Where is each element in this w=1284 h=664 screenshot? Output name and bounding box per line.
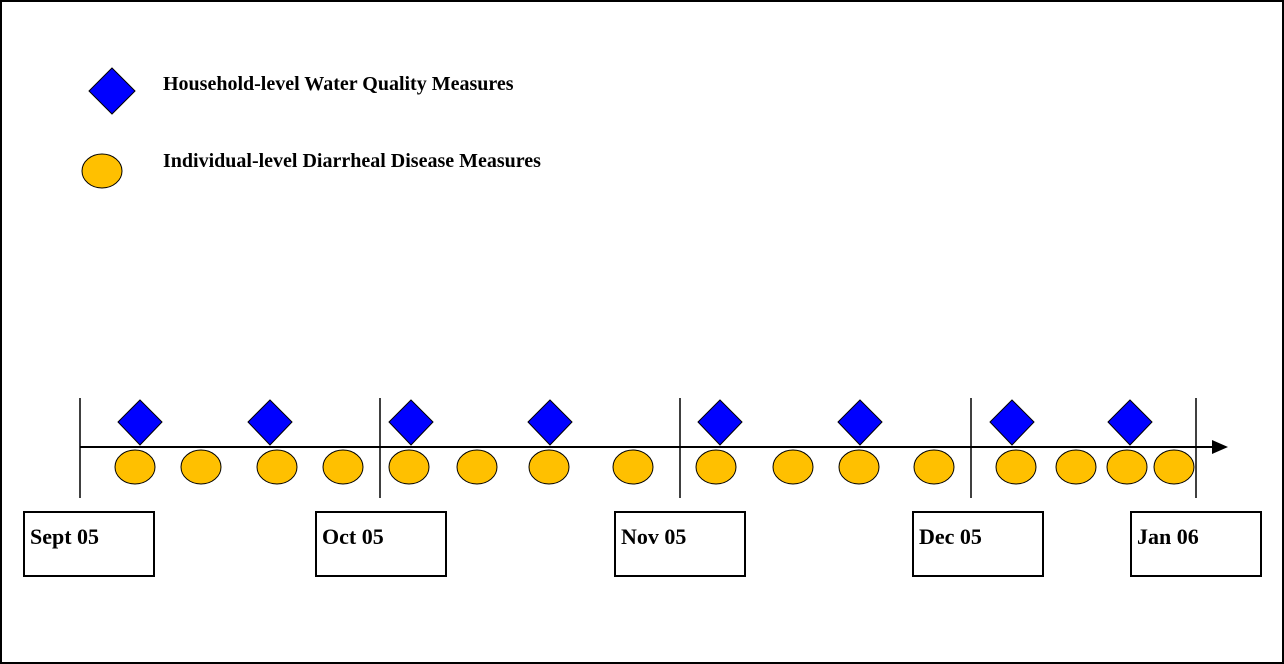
diarrheal-disease-marker <box>388 449 430 485</box>
month-box <box>23 511 155 577</box>
water-quality-marker <box>388 399 434 446</box>
water-quality-marker <box>247 399 293 446</box>
water-quality-marker <box>989 399 1035 446</box>
water-quality-marker <box>1107 399 1153 446</box>
water-quality-marker <box>697 399 743 446</box>
diarrheal-disease-marker <box>913 449 955 485</box>
legend-label: Individual-level Diarrheal Disease Measu… <box>163 150 541 172</box>
water-quality-marker <box>837 399 883 446</box>
month-box <box>1130 511 1262 577</box>
diarrheal-disease-marker <box>322 449 364 485</box>
diarrheal-disease-marker <box>456 449 498 485</box>
month-box <box>315 511 447 577</box>
diarrheal-disease-marker <box>256 449 298 485</box>
water-quality-marker <box>117 399 163 446</box>
timeline-arrow <box>1212 440 1228 454</box>
diarrheal-disease-marker <box>838 449 880 485</box>
legend-circle <box>81 153 123 189</box>
diarrheal-disease-marker <box>1153 449 1195 485</box>
diarrheal-disease-marker <box>695 449 737 485</box>
timeline-marks <box>79 398 1197 498</box>
water-quality-marker <box>527 399 573 446</box>
diarrheal-disease-marker <box>995 449 1037 485</box>
legend-label: Household-level Water Quality Measures <box>163 73 514 95</box>
month-labels: Sept 05 Oct 05 Nov 05 Dec 05 Jan 06 <box>23 511 1262 577</box>
diarrheal-disease-marker <box>114 449 156 485</box>
month-box <box>912 511 1044 577</box>
legend-diamond <box>88 67 136 115</box>
month-box <box>614 511 746 577</box>
month-label: Oct 05 <box>322 524 384 549</box>
month-label: Jan 06 <box>1137 524 1199 549</box>
diarrheal-disease-marker <box>180 449 222 485</box>
month-label: Nov 05 <box>621 524 686 549</box>
diarrheal-disease-marker <box>772 449 814 485</box>
diarrheal-disease-marker <box>1106 449 1148 485</box>
month-label: Dec 05 <box>919 524 982 549</box>
diarrheal-disease-marker <box>1055 449 1097 485</box>
diarrheal-disease-marker <box>612 449 654 485</box>
diarrheal-disease-marker <box>528 449 570 485</box>
month-label: Sept 05 <box>30 524 99 549</box>
